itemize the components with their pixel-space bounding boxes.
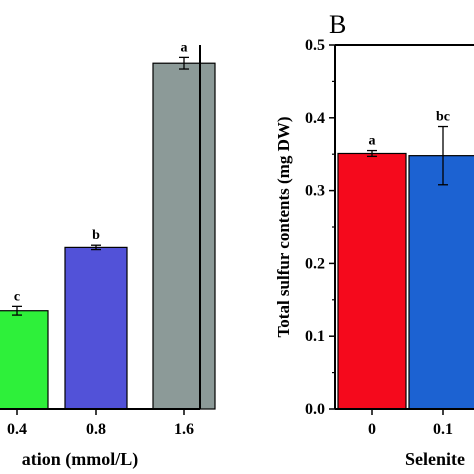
left-x-tick-label-0: 0.4 xyxy=(7,421,27,438)
right-y-tick-label-1: 0.1 xyxy=(305,328,325,345)
right-bars: a bc xyxy=(337,110,474,410)
panel-label-b: B xyxy=(329,10,346,39)
left-panel: c b a 0.4 0.8 1.6 ation (mmol/L) xyxy=(0,40,216,470)
left-x-axis-label: ation (mmol/L) xyxy=(22,449,139,470)
right-bar-0 xyxy=(337,152,407,410)
right-y-tick-label-3: 0.3 xyxy=(305,183,325,200)
left-sig-letter-0: c xyxy=(14,289,20,304)
left-bars: c b a xyxy=(0,40,216,410)
right-y-axis-label: Total sulfur contents (mg DW) xyxy=(274,116,293,337)
right-panel: B Total sulfur contents (mg DW) 0.00.10.… xyxy=(274,10,474,469)
left-bar-2 xyxy=(152,62,216,410)
right-y-tick-label-5: 0.5 xyxy=(305,37,325,54)
left-sig-letter-2: a xyxy=(181,40,188,55)
right-x-ticks: 0 0.1 xyxy=(368,409,453,438)
right-x-axis-label: Selenite xyxy=(405,449,465,469)
right-x-tick-label-0: 0 xyxy=(368,421,376,438)
right-sig-letter-1: bc xyxy=(436,110,450,125)
right-bar-1 xyxy=(408,155,474,410)
left-x-ticks: 0.4 0.8 1.6 xyxy=(7,409,194,438)
right-x-tick-label-1: 0.1 xyxy=(433,421,453,438)
left-bar-0 xyxy=(0,310,49,410)
right-y-ticks: 0.0 0.1 0.2 0.3 0.4 0.5 xyxy=(305,37,335,418)
left-bar-1 xyxy=(64,246,128,410)
right-y-tick-label-4: 0.4 xyxy=(305,110,325,127)
left-sig-letter-1: b xyxy=(92,228,100,243)
right-y-tick-label-2: 0.2 xyxy=(305,255,325,272)
left-x-tick-label-2: 1.6 xyxy=(174,421,194,438)
left-x-tick-label-1: 0.8 xyxy=(86,421,106,438)
right-sig-letter-0: a xyxy=(369,134,376,149)
right-y-tick-label-0: 0.0 xyxy=(305,401,325,418)
